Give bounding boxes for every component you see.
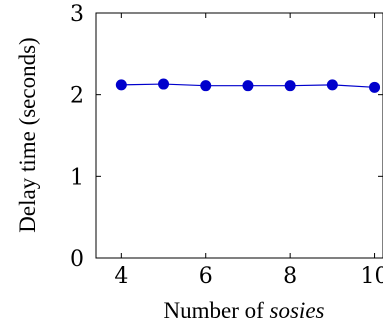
- plot-area: 0 1 2 3 4 6 8 10: [70, 2, 383, 289]
- x-tick-label: 8: [283, 264, 297, 289]
- x-tick-label: 10: [361, 264, 383, 289]
- y-tick-label: 0: [70, 247, 84, 272]
- y-axis-label: Delay time (seconds): [15, 37, 40, 232]
- data-point: [369, 81, 381, 93]
- x-axis-label-emphasis: sosies: [270, 298, 325, 323]
- data-point: [284, 80, 296, 92]
- plot-frame: [95, 12, 383, 259]
- data-point: [326, 79, 338, 91]
- data-point: [158, 78, 170, 90]
- data-point: [200, 80, 212, 92]
- y-tick-label: 1: [70, 165, 84, 190]
- x-axis-label: Number of sosies: [164, 298, 325, 323]
- x-tick-label: 6: [199, 264, 213, 289]
- data-point: [242, 80, 254, 92]
- x-tick-label: 4: [114, 264, 128, 289]
- y-tick-label: 2: [70, 84, 84, 109]
- data-point: [115, 79, 127, 91]
- y-tick-label: 3: [70, 2, 84, 27]
- x-axis-label-prefix: Number of: [164, 298, 270, 323]
